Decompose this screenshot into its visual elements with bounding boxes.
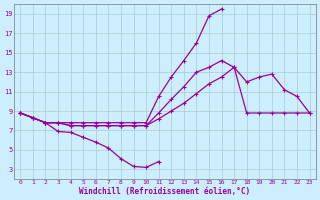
X-axis label: Windchill (Refroidissement éolien,°C): Windchill (Refroidissement éolien,°C) [79,187,251,196]
